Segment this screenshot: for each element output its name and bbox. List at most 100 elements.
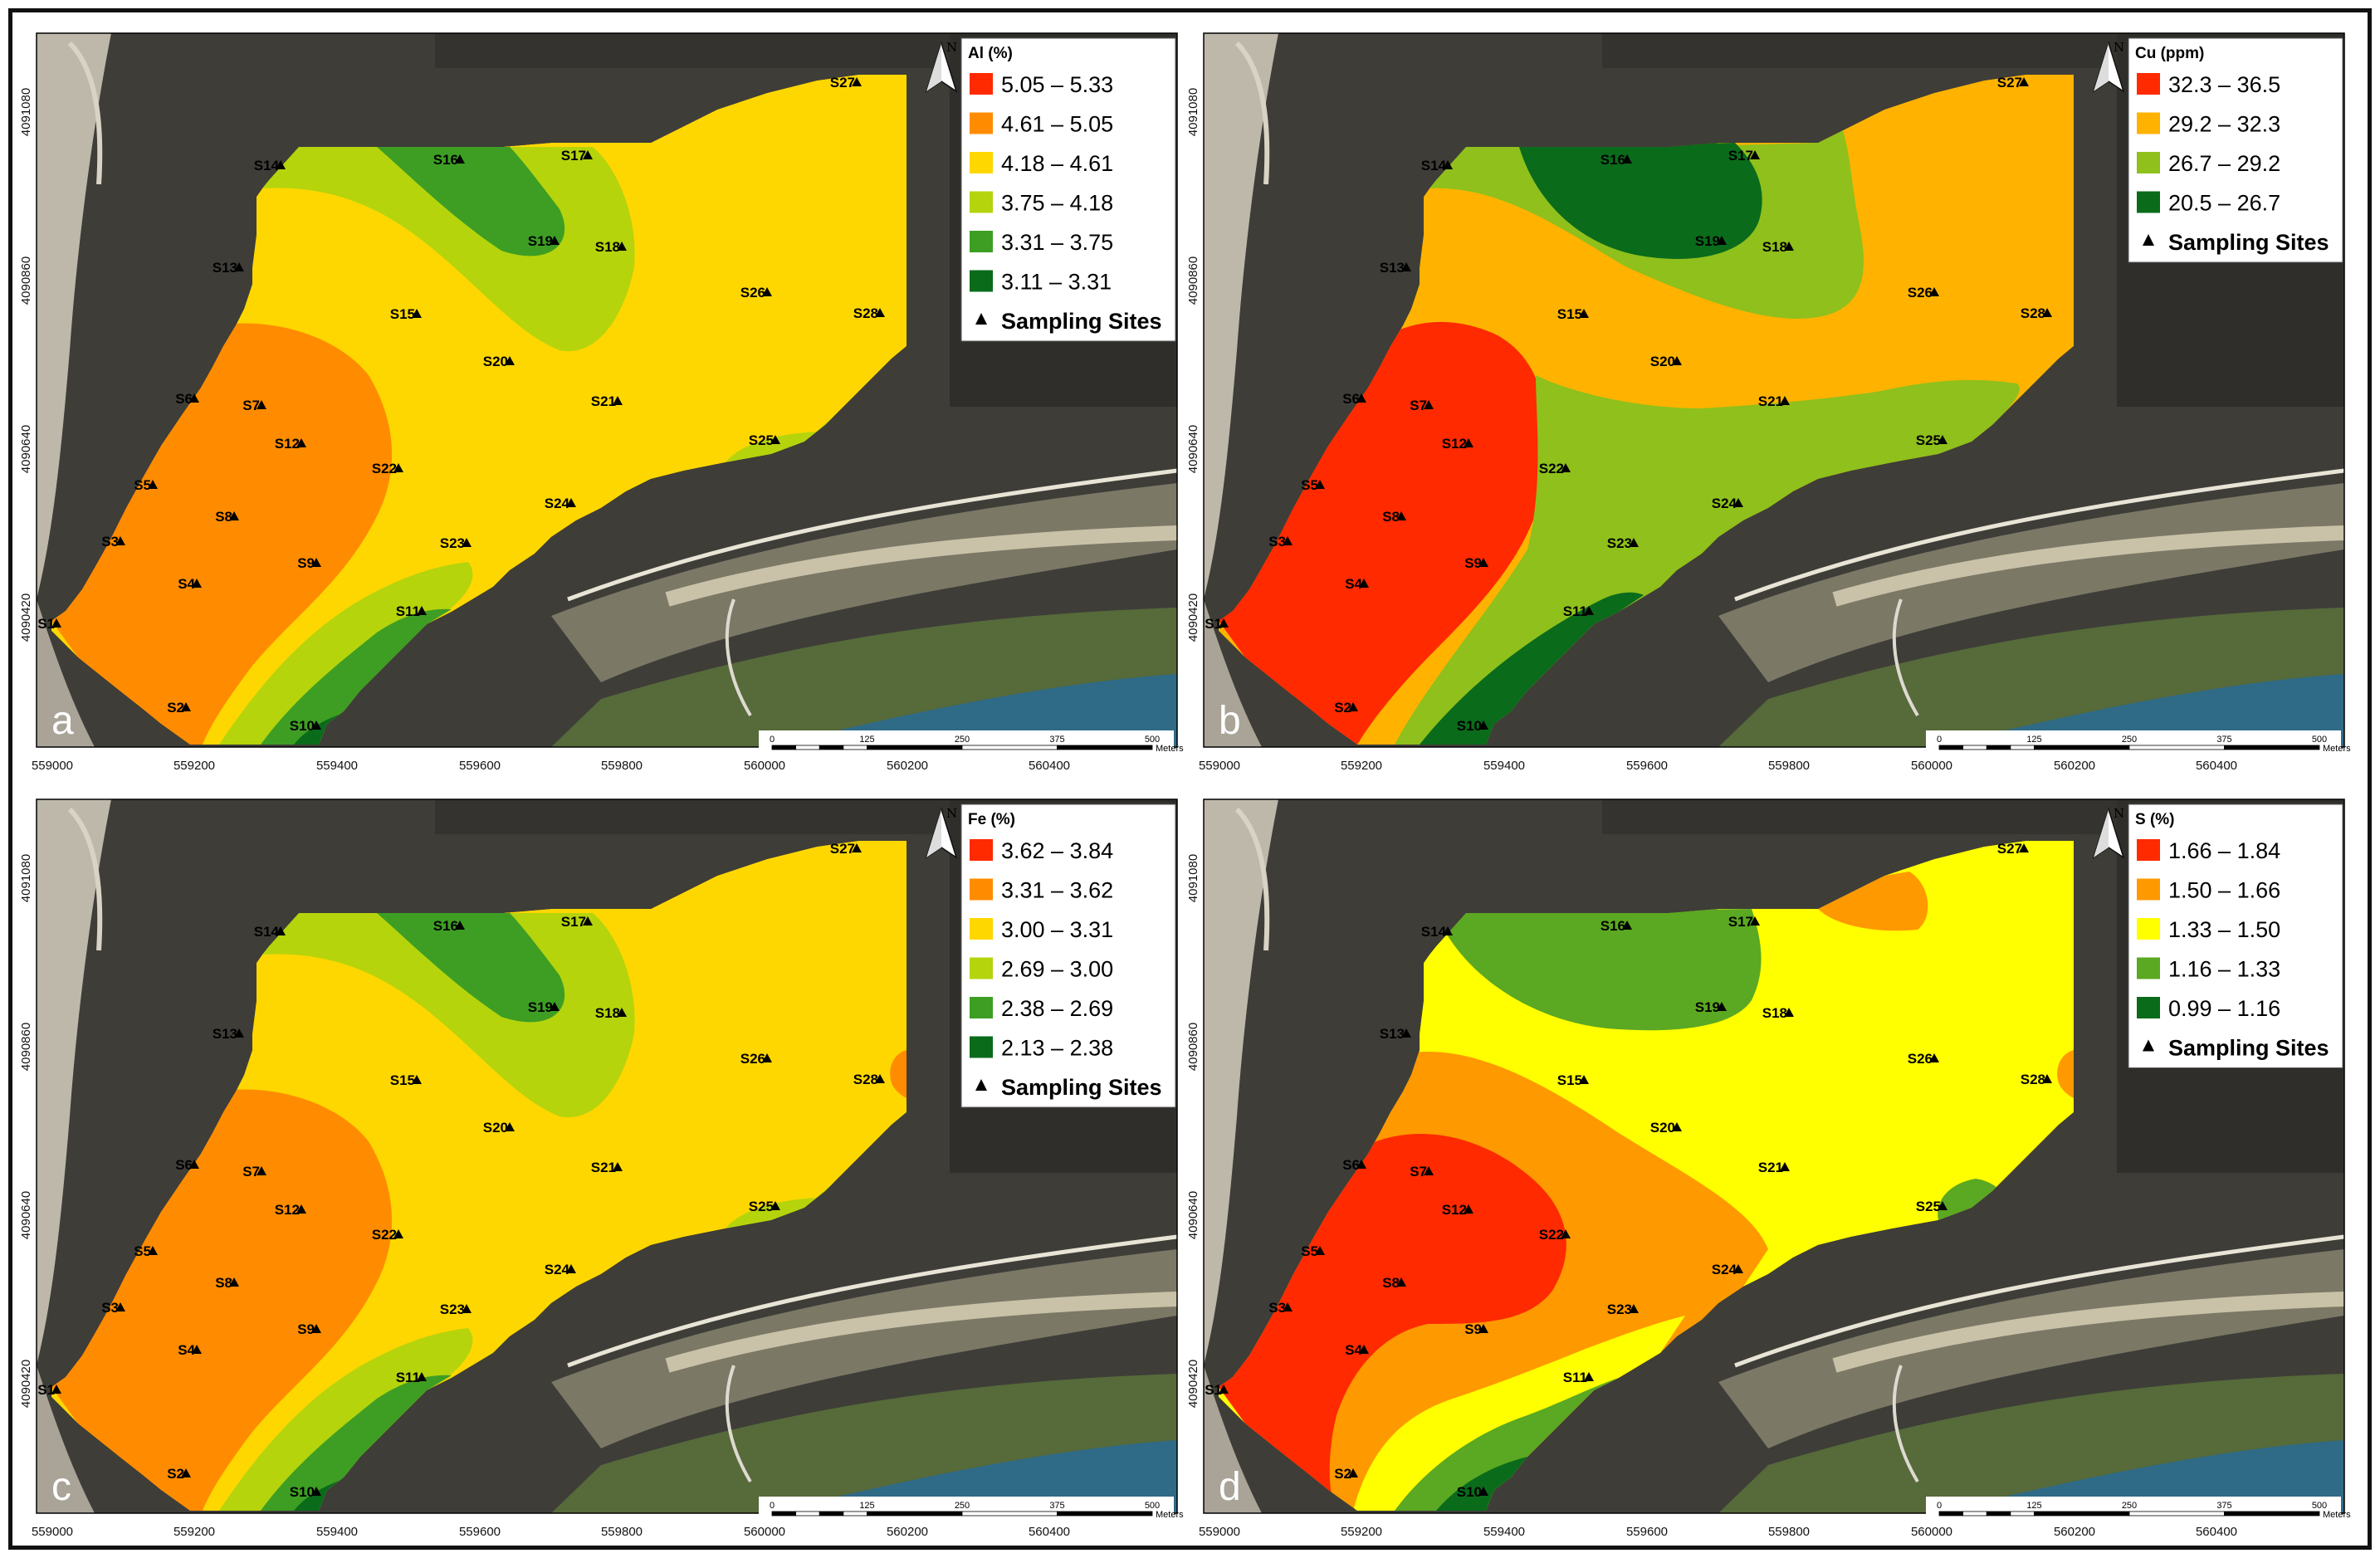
- site-label: S24: [1712, 1262, 1737, 1277]
- sampling-site-s18: S18: [1762, 1005, 1794, 1021]
- legend: S (%) 1.66 – 1.84 1.50 – 1.66 1.33 – 1.50 1.…: [2128, 803, 2343, 1068]
- site-label: S12: [1442, 436, 1467, 452]
- map-panel-c: S1 S2 S3 S4 S5 S6 S7 S8 S9 S10 S11 S12 S13 S14 S15 S16 S…: [19, 784, 1184, 1547]
- site-triangle-icon: [2042, 1074, 2052, 1083]
- road: [1734, 1234, 2344, 1368]
- sampling-site-s23: S23: [440, 535, 472, 551]
- legend-label: 26.7 – 29.2: [2168, 151, 2280, 176]
- legend-label: 1.16 – 1.33: [2168, 957, 2280, 982]
- legend-label: 4.18 – 4.61: [1001, 151, 1113, 176]
- site-triangle-icon: [1629, 1304, 1639, 1313]
- y-tick-label: 4091080: [19, 854, 33, 902]
- site-label: S22: [372, 461, 397, 476]
- sampling-site-s5: S5: [134, 1243, 158, 1259]
- site-triangle-icon: [583, 150, 593, 159]
- interpolation-surface: [1219, 75, 2074, 745]
- legend-swatch: [970, 1036, 993, 1058]
- map-svg: S1 S2 S3 S4 S5 S6 S7 S8 S9 S10 S11 S12 S13 S14 S15 S16 S…: [1186, 799, 2351, 1539]
- site-triangle-icon: [1315, 1246, 1325, 1255]
- site-triangle-icon: [1424, 400, 1434, 409]
- site-triangle-icon: [412, 309, 422, 318]
- contour-zone: [890, 1050, 907, 1098]
- x-tick-label: 559600: [459, 1525, 501, 1539]
- legend-swatch: [970, 231, 993, 252]
- legend-item: 3.11 – 3.31: [970, 270, 1112, 295]
- site-label: S23: [440, 535, 465, 551]
- legend-item: 3.31 – 3.75: [970, 230, 1113, 255]
- interpolation-surface: [51, 841, 907, 1511]
- site-triangle-icon: [505, 1122, 515, 1131]
- site-triangle-icon: [1443, 160, 1453, 169]
- contour-zone: [219, 562, 473, 745]
- contour-zone: [1420, 592, 1644, 745]
- sampling-site-s28: S28: [853, 305, 885, 321]
- legend-swatch: [2137, 112, 2160, 134]
- site-triangle-icon: [1478, 558, 1488, 567]
- site-triangle-icon: [1464, 438, 1473, 447]
- site-label: S8: [1382, 1275, 1400, 1291]
- sampling-site-s7: S7: [242, 1164, 266, 1179]
- site-triangle-icon: [613, 396, 623, 405]
- sampling-site-s19: S19: [528, 233, 560, 249]
- sea: [767, 674, 1177, 747]
- sea: [1934, 1440, 2344, 1513]
- site-triangle-icon: [1348, 1468, 1358, 1477]
- sampling-site-s23: S23: [1607, 1302, 1639, 1317]
- sampling-site-s15: S15: [1557, 1072, 1589, 1088]
- y-tick-label: 4090860: [19, 256, 33, 305]
- site-triangle-icon: [229, 511, 239, 520]
- contour-zone: [1436, 1457, 1527, 1511]
- site-label: S10: [290, 718, 315, 734]
- site-triangle-icon: [1396, 1277, 1406, 1287]
- x-tick-label: 560000: [1911, 759, 1952, 773]
- sampling-site-s21: S21: [591, 1160, 623, 1175]
- site-label: S8: [215, 1275, 232, 1291]
- site-label: S15: [390, 306, 415, 322]
- site-label: S11: [1563, 1370, 1587, 1385]
- site-label: S5: [134, 477, 151, 493]
- legend-swatch: [970, 112, 993, 134]
- scale-label: 375: [1049, 735, 1064, 745]
- x-tick-label: 560000: [1911, 1525, 1952, 1539]
- legend: Cu (ppm) 32.3 – 36.5 29.2 – 32.3 26.7 – 29.…: [2128, 37, 2343, 263]
- site-label: S12: [275, 436, 300, 452]
- x-tick-label: 560000: [744, 759, 785, 773]
- x-tick-label: 560400: [2196, 1525, 2237, 1539]
- legend-label: 1.33 – 1.50: [2168, 917, 2280, 942]
- x-tick-label: 559400: [1483, 1525, 1525, 1539]
- x-tick-label: 559000: [1199, 1525, 1240, 1539]
- site-label: S6: [1342, 391, 1360, 407]
- sampling-site-s8: S8: [1382, 1275, 1406, 1291]
- road-embankment: [1718, 483, 2344, 682]
- site-triangle-icon: [1579, 1075, 1589, 1084]
- legend-swatch: [2137, 997, 2160, 1018]
- site-triangle-icon: [189, 393, 199, 403]
- scale-label: 250: [955, 1501, 970, 1511]
- legend-item: 3.75 – 4.18: [970, 191, 1113, 216]
- sampling-site-s15: S15: [390, 306, 422, 322]
- x-tick-label: 559200: [1341, 1525, 1382, 1539]
- sampling-site-s14: S14: [254, 158, 286, 173]
- site-label: S27: [830, 75, 855, 90]
- site-triangle-icon: [189, 1160, 199, 1169]
- map-svg: S1 S2 S3 S4 S5 S6 S7 S8 S9 S10 S11 S12 S13 S14 S15 S16 S…: [19, 799, 1184, 1539]
- site-triangle-icon: [1784, 1008, 1794, 1017]
- sampling-site-s25: S25: [1916, 432, 1947, 448]
- scale-label: 375: [1049, 1501, 1064, 1511]
- sampling-site-s24: S24: [1712, 1262, 1743, 1277]
- scale-label: 500: [2312, 735, 2327, 745]
- site-triangle-icon: [462, 1304, 472, 1313]
- sampling-site-s11: S11: [396, 1370, 427, 1385]
- sampling-site-s15: S15: [390, 1072, 422, 1088]
- site-triangle-icon: [1780, 396, 1790, 405]
- contour-zone: [1219, 321, 1547, 745]
- site-triangle-icon: [1622, 921, 1632, 930]
- sampling-site-s14: S14: [1421, 158, 1453, 173]
- site-triangle-icon: [234, 262, 244, 271]
- sampling-site-s2: S2: [1334, 700, 1358, 716]
- sampling-site-s12: S12: [1442, 1202, 1473, 1218]
- site-label: S22: [1539, 461, 1564, 476]
- site-label: S9: [297, 1321, 315, 1337]
- contour-zone: [1395, 1378, 1619, 1511]
- site-triangle-icon: [2019, 77, 2029, 86]
